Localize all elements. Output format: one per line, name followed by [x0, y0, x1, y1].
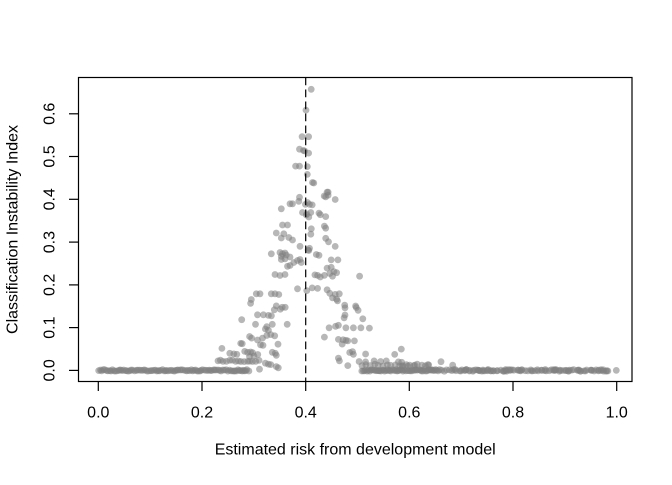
svg-text:0.2: 0.2 [191, 405, 213, 422]
svg-text:0.0: 0.0 [42, 359, 59, 381]
svg-text:0.8: 0.8 [502, 405, 524, 422]
svg-text:0.5: 0.5 [42, 145, 59, 167]
svg-text:0.4: 0.4 [42, 188, 59, 210]
svg-text:1.0: 1.0 [606, 405, 628, 422]
svg-text:0.1: 0.1 [42, 316, 59, 338]
svg-text:0.2: 0.2 [42, 274, 59, 296]
svg-text:0.4: 0.4 [295, 405, 317, 422]
svg-text:Classification Instability Ind: Classification Instability Index [5, 125, 22, 334]
svg-text:0.0: 0.0 [87, 405, 109, 422]
svg-text:0.6: 0.6 [42, 103, 59, 125]
svg-text:0.6: 0.6 [398, 405, 420, 422]
svg-text:0.3: 0.3 [42, 231, 59, 253]
svg-text:Estimated risk from developmen: Estimated risk from development model [215, 442, 496, 459]
